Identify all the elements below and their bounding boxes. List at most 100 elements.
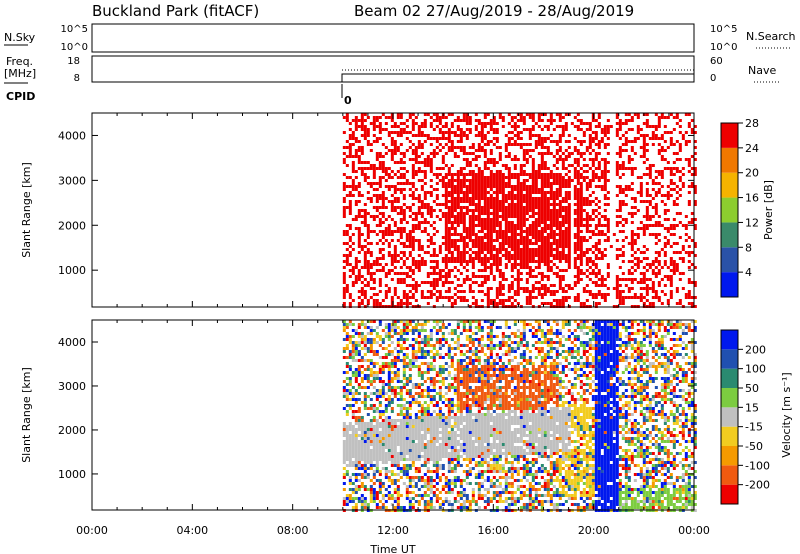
- power-cell: [495, 224, 499, 227]
- velocity-cell: [405, 422, 409, 425]
- power-cell: [549, 140, 553, 143]
- power-cell: [567, 155, 571, 158]
- power-cell: [603, 209, 607, 212]
- velocity-cell: [384, 446, 388, 449]
- velocity-cell: [357, 359, 361, 362]
- power-cell: [351, 119, 355, 122]
- power-cell: [429, 158, 433, 161]
- velocity-cell: [417, 437, 421, 440]
- power-cell: [540, 176, 544, 179]
- velocity-cell: [372, 374, 376, 377]
- power-cell: [567, 215, 571, 218]
- velocity-cell: [345, 437, 349, 440]
- velocity-cell: [411, 443, 415, 446]
- power-cell: [645, 227, 649, 230]
- power-cell: [600, 215, 604, 218]
- power-cell: [513, 263, 517, 266]
- power-cell: [600, 254, 604, 257]
- velocity-cell: [411, 491, 415, 494]
- velocity-cell: [357, 443, 361, 446]
- power-cell: [507, 194, 511, 197]
- power-cell: [594, 197, 598, 200]
- velocity-cell: [387, 395, 391, 398]
- power-cell: [657, 215, 661, 218]
- power-cell: [501, 212, 505, 215]
- power-cell: [558, 119, 562, 122]
- power-cell: [597, 125, 601, 128]
- power-cell: [483, 242, 487, 245]
- power-cell: [441, 281, 445, 284]
- power-cell: [459, 128, 463, 131]
- power-cell: [519, 278, 523, 281]
- power-cell: [603, 188, 607, 191]
- power-cell: [576, 203, 580, 206]
- power-cell: [348, 269, 352, 272]
- power-cell: [381, 221, 385, 224]
- velocity-cell: [417, 449, 421, 452]
- power-cell: [384, 293, 388, 296]
- power-cell: [594, 155, 598, 158]
- power-cell: [498, 281, 502, 284]
- power-cell: [354, 137, 358, 140]
- power-cell: [402, 212, 406, 215]
- power-cell: [411, 263, 415, 266]
- power-cell: [540, 212, 544, 215]
- power-cell: [531, 158, 535, 161]
- power-cell: [477, 134, 481, 137]
- power-cell: [447, 299, 451, 302]
- power-cell: [633, 239, 637, 242]
- power-cell: [525, 230, 529, 233]
- power-cell: [531, 149, 535, 152]
- power-cell: [522, 128, 526, 131]
- velocity-cell: [417, 365, 421, 368]
- velocity-cell: [423, 443, 427, 446]
- power-cell: [597, 167, 601, 170]
- power-cell: [402, 290, 406, 293]
- power-cell: [603, 173, 607, 176]
- power-cell: [525, 254, 529, 257]
- velocity-cell: [393, 428, 397, 431]
- power-cell: [480, 191, 484, 194]
- power-cell: [645, 224, 649, 227]
- power-cell: [588, 230, 592, 233]
- power-cell: [450, 233, 454, 236]
- power-cell: [549, 176, 553, 179]
- power-cell: [501, 179, 505, 182]
- power-cell: [501, 272, 505, 275]
- power-cell: [573, 281, 577, 284]
- power-cell: [627, 242, 631, 245]
- velocity-cell: [348, 500, 352, 503]
- power-cell: [408, 230, 412, 233]
- power-cell: [447, 194, 451, 197]
- power-cell: [450, 242, 454, 245]
- power-cell: [363, 218, 367, 221]
- velocity-cell: [354, 368, 358, 371]
- velocity-cell: [360, 482, 364, 485]
- power-cell: [378, 239, 382, 242]
- velocity-cell: [423, 425, 427, 428]
- power-cell: [378, 164, 382, 167]
- power-cell: [495, 254, 499, 257]
- power-cell: [510, 266, 514, 269]
- velocity-cell: [402, 431, 406, 434]
- power-cell: [576, 275, 580, 278]
- power-cell: [456, 194, 460, 197]
- power-cell: [474, 281, 478, 284]
- power-cell: [411, 224, 415, 227]
- power-cell: [357, 245, 361, 248]
- power-cell: [594, 296, 598, 299]
- power-cell: [453, 200, 457, 203]
- power-cell: [453, 209, 457, 212]
- power-cell: [459, 137, 463, 140]
- velocity-cell: [354, 440, 358, 443]
- velocity-cell: [381, 503, 385, 506]
- power-cell: [411, 170, 415, 173]
- power-cell: [657, 137, 661, 140]
- power-cell: [540, 302, 544, 305]
- power-cell: [399, 191, 403, 194]
- power-cell: [618, 125, 622, 128]
- power-cell: [474, 245, 478, 248]
- power-cell: [678, 302, 682, 305]
- power-cell: [549, 188, 553, 191]
- velocity-cell: [423, 452, 427, 455]
